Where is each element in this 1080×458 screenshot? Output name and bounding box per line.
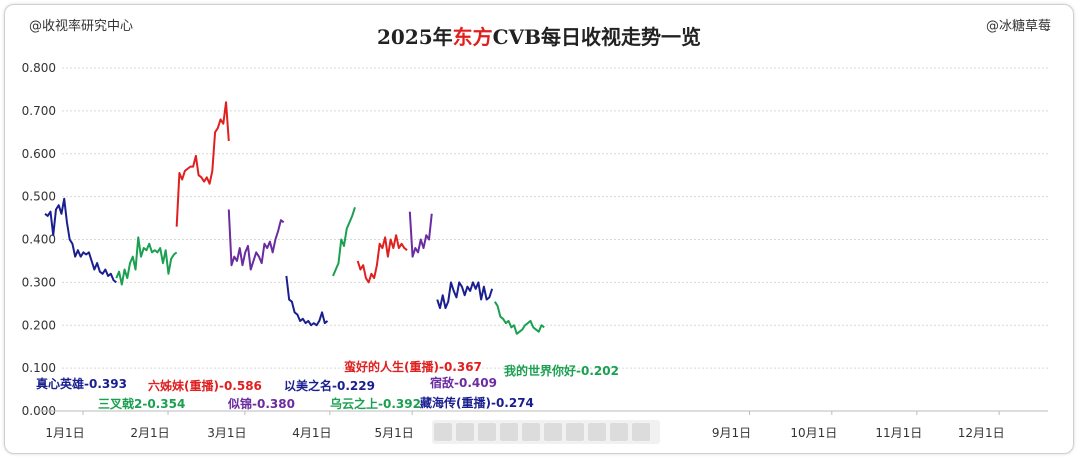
series-annotation: 藏海传(重播)-0.274 xyxy=(420,395,534,410)
series-annotation: 蛮好的人生(重播)-0.367 xyxy=(344,359,482,374)
chart-frame: @收视率研究中心 @冰糖草莓 2025年东方CVB每日收视走势一览 xyxy=(4,4,1074,454)
series-annotation: 以美之名-0.229 xyxy=(284,378,375,393)
chart-title: 2025年东方CVB每日收视走势一览 xyxy=(5,21,1073,50)
series-line xyxy=(436,281,494,310)
x-tick-label: 12月1日 xyxy=(958,426,1005,440)
series-annotation: 我的世界你好-0.202 xyxy=(504,363,619,378)
x-tick-label: 11月1日 xyxy=(875,426,922,440)
series-annotation: 宿敌-0.409 xyxy=(430,375,497,390)
title-suffix: CVB每日收视走势一览 xyxy=(492,25,701,49)
series-line xyxy=(408,211,433,258)
y-tick-label: 0.700 xyxy=(22,104,56,118)
series-line xyxy=(356,234,408,284)
series-annotation: 乌云之上-0.392 xyxy=(330,396,421,411)
title-prefix: 2025年 xyxy=(376,25,453,49)
y-tick-label: 0.500 xyxy=(22,190,56,204)
y-tick-label: 0.600 xyxy=(22,147,56,161)
source-credit: @收视率研究中心 xyxy=(29,19,134,34)
y-tick-label: 0.800 xyxy=(22,61,56,75)
series-annotation: 似锦-0.380 xyxy=(227,396,295,411)
y-tick-label: 0.200 xyxy=(22,318,56,332)
blur-overlay xyxy=(432,420,660,444)
series-line xyxy=(494,301,545,335)
x-tick-label: 2月1日 xyxy=(130,426,169,440)
series-annotation: 六姊妹(重播)-0.586 xyxy=(148,378,262,393)
x-tick-label: 3月1日 xyxy=(207,426,246,440)
series-line xyxy=(227,209,285,271)
x-tick-label: 4月1日 xyxy=(292,426,331,440)
series-annotation: 三叉戟2-0.354 xyxy=(98,396,185,411)
y-tick-label: 0.100 xyxy=(22,361,56,375)
x-tick-label: 1月1日 xyxy=(45,426,84,440)
series-line xyxy=(285,275,329,327)
x-tick-label: 9月1日 xyxy=(712,426,751,440)
series-line xyxy=(115,236,178,286)
author-credit: @冰糖草莓 xyxy=(985,19,1051,34)
series-line xyxy=(44,197,117,284)
series-line xyxy=(175,101,230,227)
title-highlight: 东方 xyxy=(452,25,493,49)
x-tick-label: 5月1日 xyxy=(375,426,414,440)
y-tick-label: 0.400 xyxy=(22,233,56,247)
series-annotation: 真心英雄-0.393 xyxy=(36,376,127,391)
series-line xyxy=(332,207,356,277)
x-tick-label: 10月1日 xyxy=(790,426,837,440)
y-tick-label: 0.300 xyxy=(22,275,56,289)
